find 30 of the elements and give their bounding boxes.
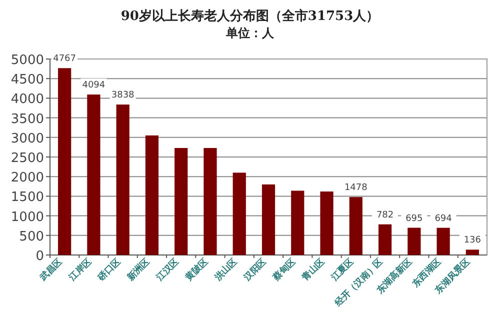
data-label: 694 [434, 214, 452, 224]
chart-subtitle: 单位：人 [225, 26, 275, 40]
y-tick-label: 5000 [10, 53, 44, 68]
data-label: 1478 [344, 183, 368, 194]
x-tick-label: 洪山区 [212, 256, 240, 284]
y-tick-label: 1000 [10, 210, 44, 225]
y-tick-label: 3000 [10, 131, 44, 146]
data-label: 4767 [53, 54, 76, 64]
data-label: 136 [464, 236, 482, 246]
chart-title: 90岁以上长寿老人分布图（全市31753人） [120, 8, 380, 24]
x-tick-label: 青山区 [299, 256, 327, 284]
data-label: 695 [406, 214, 423, 224]
x-tick-label: 新洲区 [124, 256, 152, 284]
x-tick-label: 汉阳区 [241, 256, 269, 284]
y-tick-label: 2000 [10, 170, 44, 186]
x-tick-label: 江岸区 [66, 256, 94, 284]
data-label: 3838 [111, 90, 135, 101]
x-tick-label: 黄陂区 [182, 256, 210, 284]
y-tick-label: 2500 [10, 151, 44, 166]
data-label: 782 [376, 210, 394, 220]
x-tick-label: 江汉区 [154, 256, 182, 284]
y-tick-label: 500 [19, 229, 44, 244]
x-tick-label: 蔡甸区 [270, 256, 298, 284]
y-tick-label: 0 [36, 249, 44, 264]
y-tick-label: 1500 [10, 190, 44, 206]
data-label: 4094 [82, 80, 106, 91]
y-tick-label: 4000 [10, 92, 44, 108]
x-tick-label: 硚口区 [95, 256, 123, 284]
y-tick-label: 4500 [10, 72, 44, 88]
y-tick-label: 3500 [10, 112, 44, 127]
